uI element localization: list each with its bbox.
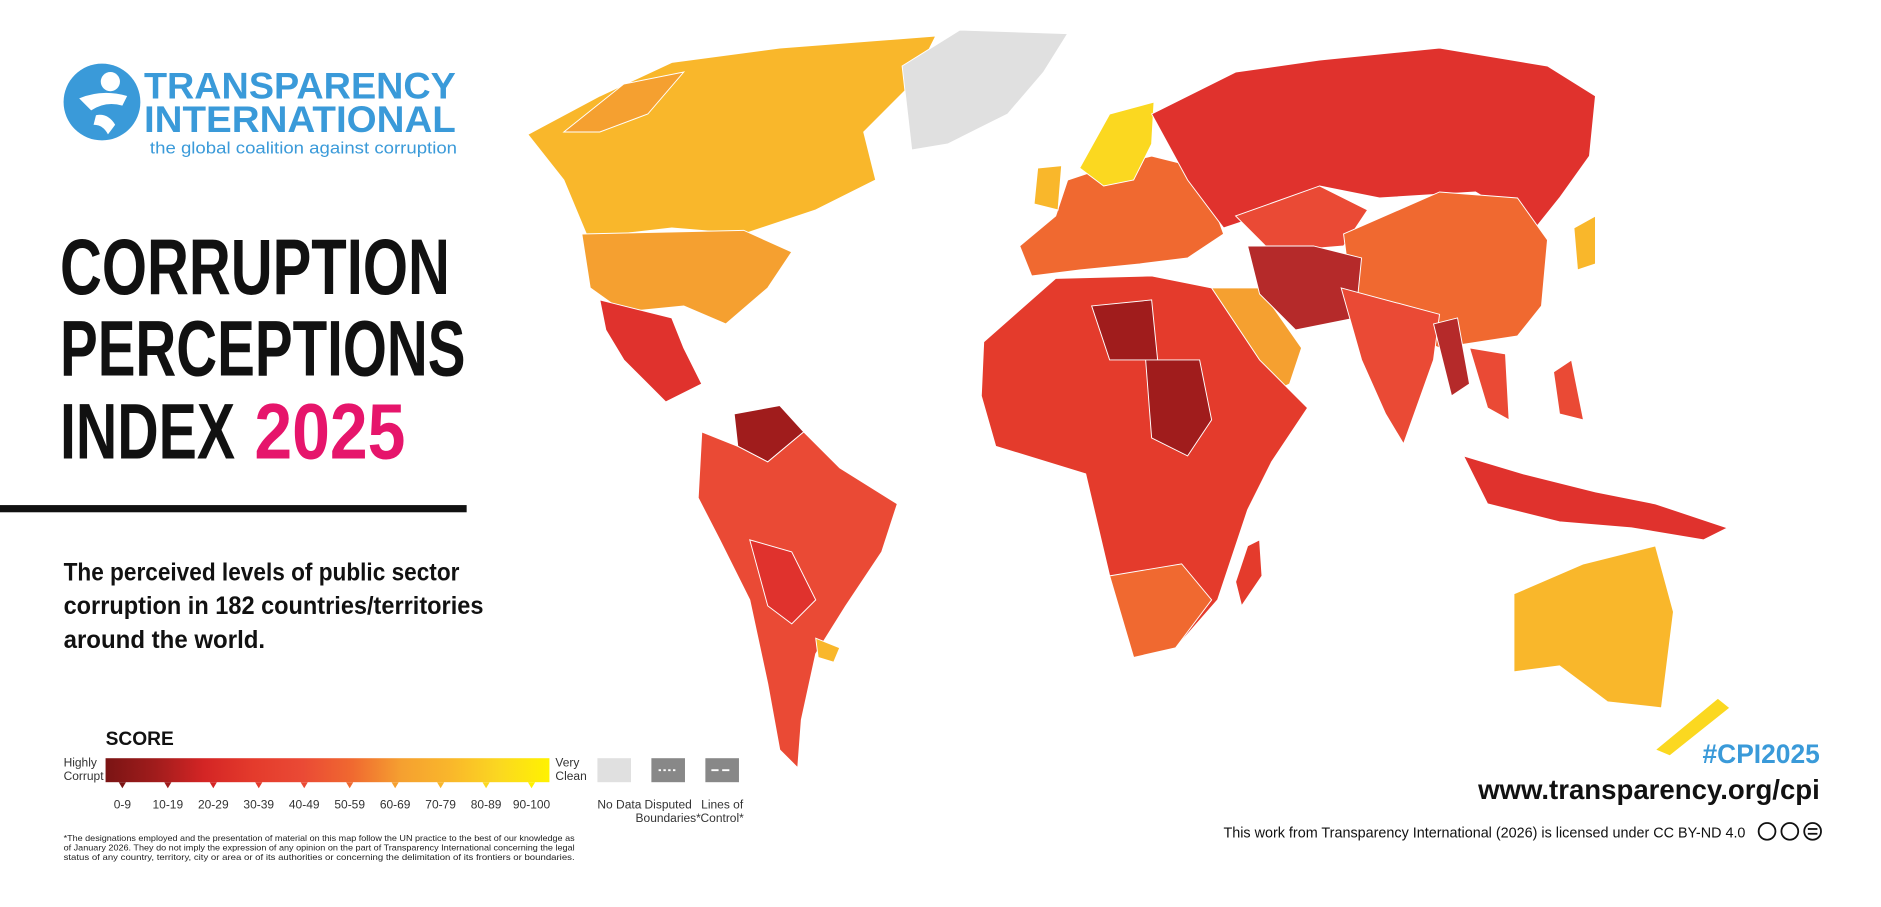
loc-label: Lines of — [701, 798, 744, 812]
url: www.transparency.org/cpi — [1477, 774, 1820, 805]
legend-tick — [255, 782, 263, 789]
logo-line2: INTERNATIONAL — [144, 98, 456, 140]
description-line: around the world. — [64, 626, 266, 654]
description-line: The perceived levels of public sector — [64, 559, 460, 587]
legend-tick — [391, 782, 399, 789]
legend-high-label: Clean — [555, 769, 586, 783]
legend-bin-label: 30-39 — [243, 798, 274, 812]
no-data-label: No Data — [597, 798, 641, 812]
legend-tick — [209, 782, 217, 789]
footnote-line: status of any country, territory, city o… — [64, 852, 575, 862]
legend-heading: SCORE — [106, 729, 174, 750]
world-map — [527, 29, 1731, 769]
footnote-line: *The designations employed and the prese… — [64, 833, 575, 843]
title-year: 2025 — [254, 386, 405, 475]
legend-tick — [346, 782, 354, 789]
loc-label: Control* — [701, 811, 745, 825]
hashtag: #CPI2025 — [1703, 739, 1820, 769]
legend-bin-label: 90-100 — [513, 798, 551, 812]
footnote: *The designations employed and the prese… — [64, 833, 575, 862]
legend-low-label: Corrupt — [64, 769, 105, 783]
legend-bin-label: 20-29 — [198, 798, 229, 812]
title-line: INDEX — [60, 386, 235, 475]
disputed-label: Boundaries* — [636, 811, 702, 825]
title-line: CORRUPTION — [60, 222, 450, 311]
legend-bin-label: 60-69 — [380, 798, 411, 812]
legend-bin-label: 10-19 — [152, 798, 183, 812]
legend-low-label: Highly — [64, 756, 97, 770]
legend-bar — [105, 758, 550, 783]
cc-icons — [1757, 822, 1822, 841]
description: The perceived levels of public sector cor… — [64, 559, 484, 654]
logo-tagline: the global coalition against corruption — [150, 139, 457, 158]
license: This work from Transparency Internationa… — [1223, 825, 1745, 841]
legend-tick — [437, 782, 445, 789]
legend-tick — [527, 782, 536, 789]
legend: SCORE No Data 0-9 10-19 20-29 30-39 40-49 50-… — [64, 729, 745, 825]
legend-bin-label: 40-49 — [289, 798, 320, 812]
legend-tick — [164, 782, 172, 789]
legend-tick — [300, 782, 308, 789]
no-data-swatch — [597, 758, 631, 783]
legend-bin-label: 50-59 — [334, 798, 365, 812]
description-line: corruption in 182 countries/territories — [64, 592, 484, 620]
title-line: PERCEPTIONS — [60, 304, 465, 393]
legend-tick — [118, 782, 126, 789]
logo-line1: TRANSPARENCY — [144, 64, 456, 106]
title: CORRUPTION PERCEPTIONS INDEX 2025 — [60, 222, 465, 475]
legend-tick — [482, 782, 490, 789]
disputed-label: Disputed — [645, 798, 692, 812]
legend-high-label: Very — [555, 756, 579, 770]
legend-bin-label: 70-79 — [425, 798, 456, 812]
legend-bin-label: 0-9 — [114, 798, 132, 812]
logo: TRANSPARENCY INTERNATIONAL the global co… — [63, 63, 457, 158]
legend-bin-label: 80-89 — [471, 798, 502, 812]
divider — [0, 505, 467, 513]
footnote-line: of January 2026. They do not imply the e… — [64, 843, 575, 853]
